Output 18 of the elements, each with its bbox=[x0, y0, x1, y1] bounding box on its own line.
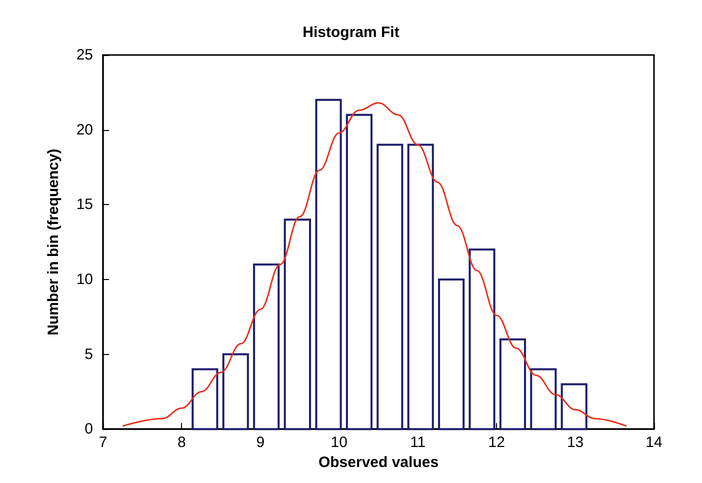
x-tick-label: 13 bbox=[566, 434, 584, 452]
y-tick-label: 0 bbox=[84, 420, 93, 438]
y-tick-label: 25 bbox=[76, 46, 93, 64]
y-axis-title: Number in bin (frequency) bbox=[45, 148, 62, 336]
y-tick-label: 5 bbox=[84, 346, 93, 363]
y-tick-label: 10 bbox=[76, 270, 93, 288]
x-tick-label: 8 bbox=[178, 434, 186, 452]
y-tick-label: 15 bbox=[76, 196, 93, 214]
x-tick-label: 7 bbox=[98, 434, 108, 452]
x-tick-label: 14 bbox=[646, 434, 662, 452]
x-axis-title: Observed values bbox=[318, 454, 439, 471]
x-tick-label: 12 bbox=[488, 434, 505, 452]
y-tick-label: 20 bbox=[76, 121, 93, 138]
x-tick-label: 11 bbox=[410, 434, 426, 452]
line-series bbox=[122, 102, 628, 427]
x-tick-label: 10 bbox=[330, 434, 348, 452]
chart-title: Histogram Fit bbox=[302, 24, 400, 41]
x-tick-label: 9 bbox=[256, 434, 265, 452]
